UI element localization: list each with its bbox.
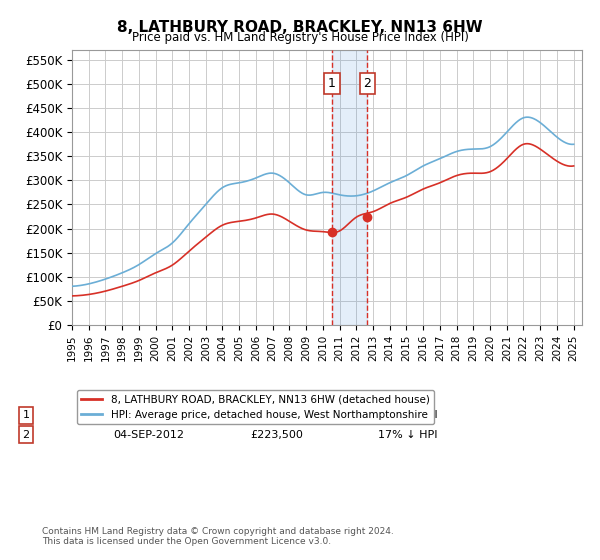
Text: 8, LATHBURY ROAD, BRACKLEY, NN13 6HW: 8, LATHBURY ROAD, BRACKLEY, NN13 6HW	[117, 20, 483, 35]
Bar	[332, 50, 367, 325]
Text: Price paid vs. HM Land Registry's House Price Index (HPI): Price paid vs. HM Land Registry's House …	[131, 31, 469, 44]
Text: 28% ↓ HPI: 28% ↓ HPI	[378, 410, 437, 421]
Text: 17% ↓ HPI: 17% ↓ HPI	[378, 430, 437, 440]
Text: £223,500: £223,500	[251, 430, 304, 440]
Text: £193,500: £193,500	[251, 410, 303, 421]
Text: Contains HM Land Registry data © Crown copyright and database right 2024.
This d: Contains HM Land Registry data © Crown c…	[42, 526, 394, 546]
Text: 2: 2	[23, 430, 29, 440]
Text: 23-JUL-2010: 23-JUL-2010	[113, 410, 181, 421]
Legend: 8, LATHBURY ROAD, BRACKLEY, NN13 6HW (detached house), HPI: Average price, detac: 8, LATHBURY ROAD, BRACKLEY, NN13 6HW (de…	[77, 390, 434, 424]
Text: 1: 1	[23, 410, 29, 421]
Text: 04-SEP-2012: 04-SEP-2012	[113, 430, 184, 440]
Text: 1: 1	[328, 77, 336, 90]
Text: 2: 2	[364, 77, 371, 90]
